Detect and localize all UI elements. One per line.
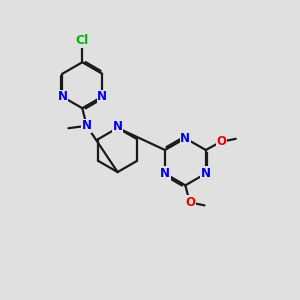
Text: N: N (97, 90, 107, 103)
Text: N: N (201, 167, 211, 180)
Text: N: N (160, 167, 170, 180)
Text: Cl: Cl (76, 34, 89, 47)
Text: O: O (185, 196, 195, 209)
Text: N: N (112, 120, 123, 133)
Text: N: N (82, 119, 92, 132)
Text: N: N (57, 90, 68, 103)
Text: O: O (217, 135, 226, 148)
Text: N: N (180, 132, 190, 145)
